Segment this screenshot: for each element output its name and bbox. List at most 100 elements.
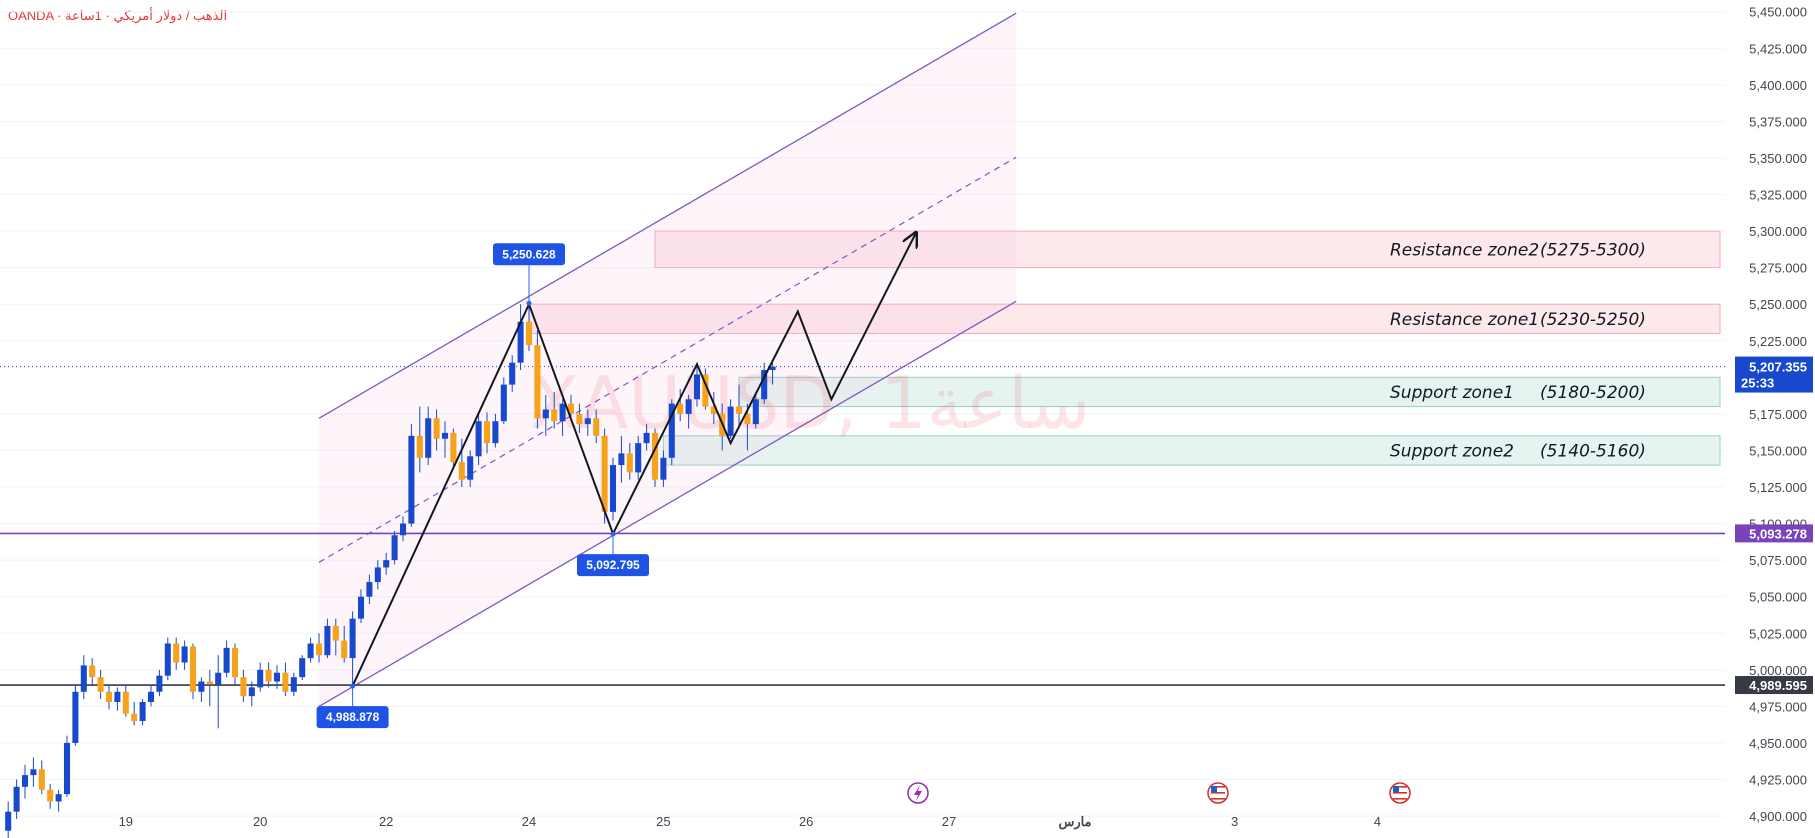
candle-body [752, 399, 759, 425]
event-markers-layer [907, 782, 1411, 804]
price-tick-label: 5,425.000 [1749, 41, 1807, 56]
symbol-watermark: XAUUSD, 1ساعة [530, 361, 1091, 445]
price-level-badge-text: 4,989.595 [1749, 678, 1807, 693]
us-flag-icon [1389, 782, 1411, 804]
pivot-dot [350, 683, 356, 689]
flag-stripe [1393, 786, 1407, 788]
candle-body [89, 665, 96, 678]
flag-stripe [1211, 786, 1225, 788]
zone-range-label: (5275-5300) [1540, 240, 1646, 260]
time-tick-label: 22 [379, 814, 393, 829]
candle-body [769, 366, 776, 371]
price-tick-label: 5,225.000 [1749, 334, 1807, 349]
zones-layer [528, 230, 1721, 466]
channel-mid-line [318, 156, 1017, 563]
candle-body [408, 435, 415, 524]
flag-stripe [1211, 798, 1225, 800]
candle-body [349, 618, 356, 659]
candle-body [551, 409, 558, 422]
channel-layer [318, 12, 1017, 707]
price-tick-label: 4,950.000 [1749, 736, 1807, 751]
candle-body [475, 421, 482, 457]
pivot-dot [526, 300, 532, 306]
candle-body [399, 523, 407, 536]
candle-body [542, 409, 549, 419]
price-tick-label: 5,450.000 [1749, 5, 1807, 20]
zone-labels-layer: Resistance zone2 (5275-5300) Resistance zo… [1390, 240, 1646, 461]
price-tick-label: 5,000.000 [1749, 663, 1807, 678]
candle-body [315, 643, 323, 656]
candle-body [677, 403, 684, 414]
price-tick-label: 5,275.000 [1749, 261, 1807, 276]
candle-body [441, 432, 449, 439]
time-tick-label: 27 [942, 814, 956, 829]
time-tick-label: 20 [253, 814, 267, 829]
price-tick-label: 5,400.000 [1749, 78, 1807, 93]
price-axis-bg [1725, 0, 1815, 838]
candle-body [693, 374, 701, 400]
candle-body [206, 681, 213, 685]
candle-body [97, 677, 104, 692]
candle-body [467, 456, 474, 480]
bar-countdown-text: 25:33 [1741, 376, 1774, 391]
candle-body [38, 769, 45, 790]
candle-body [668, 403, 675, 458]
time-tick-label: 19 [119, 814, 133, 829]
lightning-bolt [914, 785, 922, 801]
candle-body [231, 647, 239, 678]
price-tick-label: 5,375.000 [1749, 114, 1807, 129]
time-axis[interactable]: 19 20 22 24 25 26 27 مارس 3 4 [119, 814, 1381, 830]
candle-body [567, 403, 575, 414]
candle-body [114, 691, 121, 702]
candle-body [63, 742, 71, 795]
time-tick-label: 24 [522, 814, 536, 829]
candle-body [240, 677, 247, 697]
candle-body [509, 362, 516, 385]
zone-rect [662, 435, 1721, 466]
price-tick-label: 5,175.000 [1749, 407, 1807, 422]
candle-body [735, 406, 743, 414]
price-tick-label: 4,975.000 [1749, 699, 1807, 714]
price-tick-label: 5,075.000 [1749, 553, 1807, 568]
zone-range-label: (5180-5200) [1540, 383, 1646, 403]
pivot-label-box [493, 243, 565, 266]
zone-name-label: Support zone2 [1390, 441, 1514, 461]
time-tick-label: 4 [1374, 814, 1381, 829]
candle-body [139, 701, 146, 722]
candle-body [651, 432, 659, 480]
candle-body [525, 321, 533, 346]
pivot-labels-layer: 5,250.628 5,092.795 4,988.878 [316, 243, 649, 729]
candle-body [47, 789, 54, 802]
candle-body [105, 691, 113, 702]
zone-rect [738, 376, 1721, 408]
price-axis[interactable]: 5,450.000 5,425.000 5,400.000 5,375.000 5,35… [1725, 0, 1815, 838]
price-tick-label: 5,325.000 [1749, 188, 1807, 203]
current-price-badge-text: 5,207.355 [1749, 360, 1807, 375]
candle-body [618, 453, 625, 466]
candle-body [282, 672, 289, 692]
current-price-badge [1735, 356, 1813, 393]
candle-body [290, 677, 297, 692]
price-tick-label: 5,150.000 [1749, 443, 1807, 458]
channel-lower-line [318, 300, 1017, 707]
candle-body [5, 811, 12, 831]
candle-body [450, 432, 457, 463]
flag-canton [1393, 786, 1399, 792]
candle-body [13, 786, 20, 812]
zone-name-label: Resistance zone1 [1390, 310, 1539, 330]
candle-body [341, 640, 348, 659]
candle-body [357, 596, 365, 619]
candle-body [433, 418, 440, 439]
zone-range-label: (5140-5160) [1540, 441, 1646, 461]
price-level-badge-text: 5,093.278 [1749, 526, 1807, 541]
time-tick-label: مارس [1058, 814, 1091, 830]
candle-body [164, 643, 171, 676]
candle-body [643, 432, 650, 444]
candle-body [727, 406, 734, 436]
candle-body [248, 687, 255, 697]
candle-body [710, 406, 717, 414]
candle-body [534, 345, 541, 419]
pivot-dot [610, 531, 616, 537]
flag-stripe [1211, 795, 1225, 797]
